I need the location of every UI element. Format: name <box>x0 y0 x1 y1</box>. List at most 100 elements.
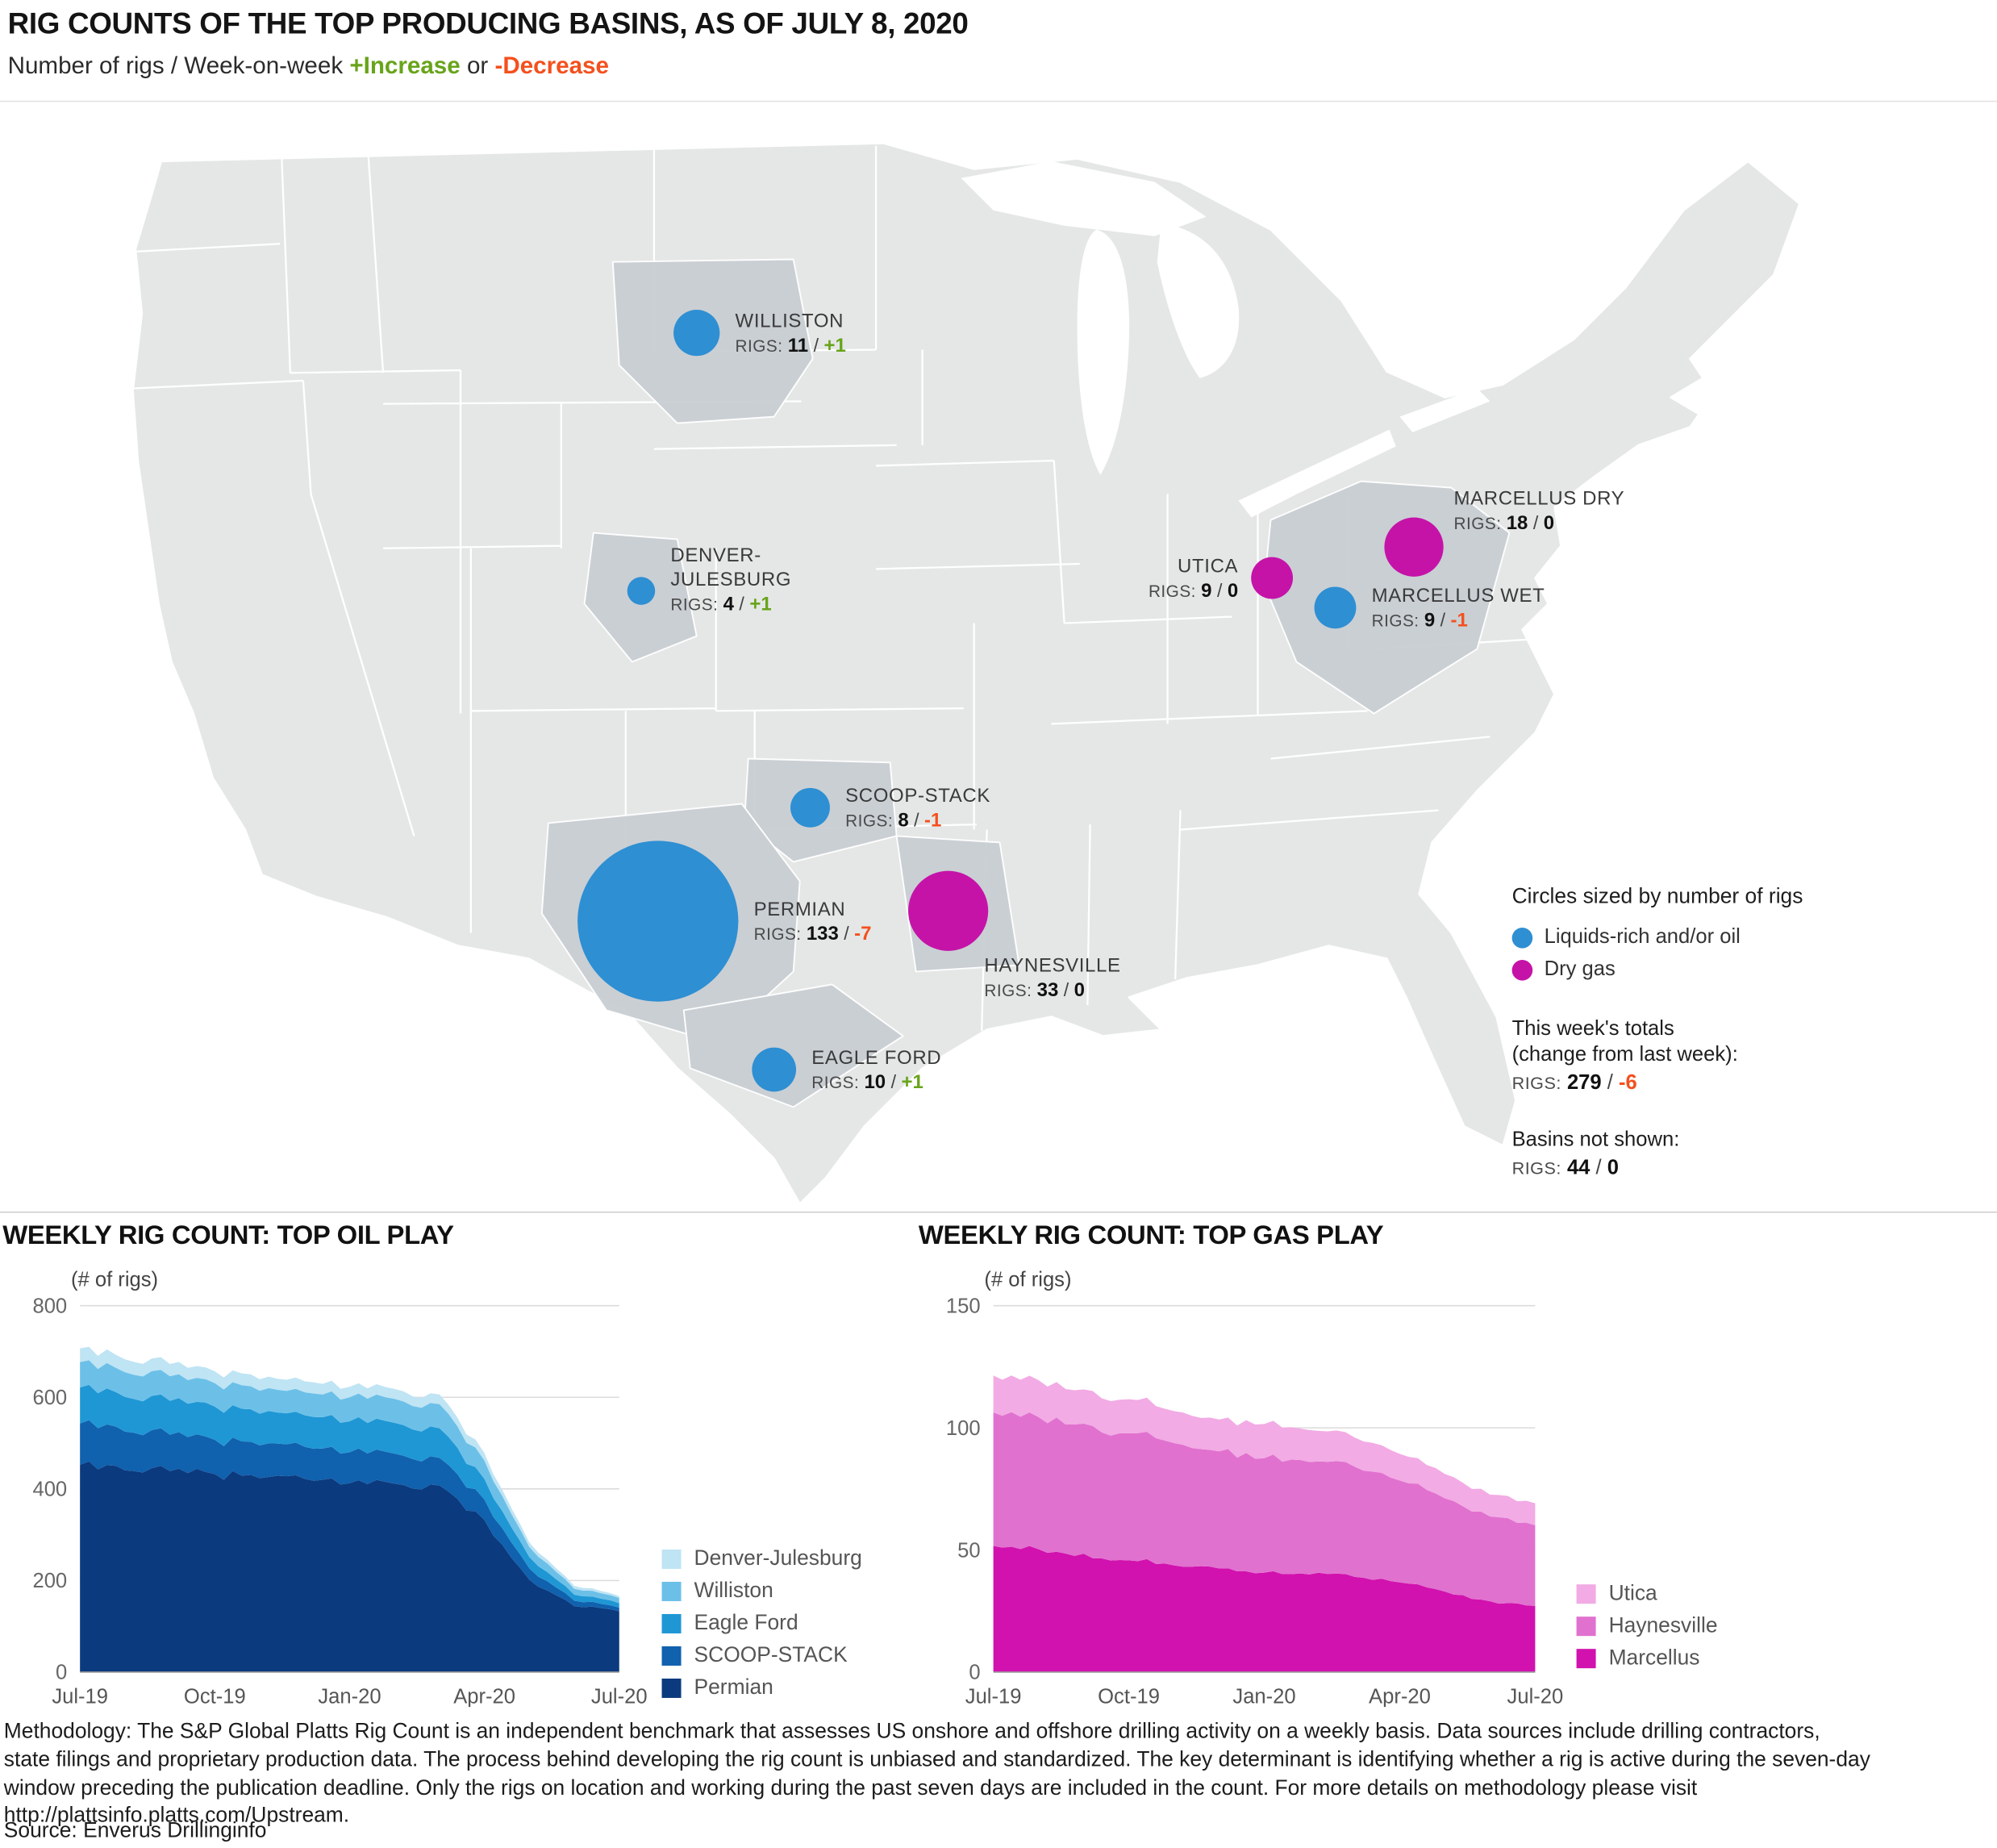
legend-item-oil: Liquids-rich and/or oil <box>1511 921 1951 953</box>
legend-item-utica: Utica <box>1576 1578 1822 1610</box>
basin-rigs-line: RIGS: 4 / +1 <box>670 594 771 615</box>
x-tick-label: Apr-20 <box>1369 1685 1431 1707</box>
basin-label-williston: WILLISTON RIGS: 11 / +1 <box>736 310 846 356</box>
totals-rigs-line: RIGS: 279 / -6 <box>1511 1072 1637 1095</box>
legend-item-eagle-ford: Eagle Ford <box>661 1608 907 1640</box>
y-tick-label: 150 <box>946 1295 981 1317</box>
gas-chart-title: WEEKLY RIG COUNT: TOP GAS PLAY <box>918 1220 1384 1250</box>
increase-label: +Increase <box>349 51 461 79</box>
basin-name: MARCELLUS WET <box>1372 585 1545 607</box>
x-tick-label: Apr-20 <box>453 1685 515 1707</box>
basin-rigs-line: RIGS: 11 / +1 <box>736 335 846 357</box>
basin-circle-permian <box>577 841 739 1002</box>
y-tick-label: 800 <box>32 1295 67 1317</box>
y-tick-label: 600 <box>32 1387 67 1409</box>
legend-item-gas-label: Dry gas <box>1544 957 1616 980</box>
x-tick-label: Jan-20 <box>1232 1685 1295 1707</box>
basin-circle-eagle-ford <box>752 1047 797 1092</box>
basin-name: HAYNESVILLE <box>984 954 1120 976</box>
basin-name: SCOOP-STACK <box>845 785 990 807</box>
basin-region <box>682 983 904 1108</box>
or-label: or <box>466 51 489 79</box>
area-marcellus <box>993 1546 1536 1672</box>
x-tick-label: Jul-20 <box>1507 1685 1564 1707</box>
basin-rigs-line: RIGS: 18 / 0 <box>1453 512 1554 534</box>
subtitle: Number of rigs / Week-on-week +Increase … <box>8 52 609 80</box>
legend-item-scoop-stack: SCOOP-STACK <box>661 1640 907 1672</box>
weekly-totals: This week's totals (change from last wee… <box>1512 1016 1951 1096</box>
y-tick-label: 0 <box>969 1662 980 1684</box>
area-haynesville <box>993 1412 1536 1606</box>
oil-chart-title: WEEKLY RIG COUNT: TOP OIL PLAY <box>2 1220 454 1250</box>
decrease-label: -Decrease <box>494 51 609 79</box>
basin-name: WILLISTON <box>736 310 844 332</box>
legend-label: Williston <box>694 1579 773 1603</box>
x-tick-label: Oct-19 <box>184 1685 246 1707</box>
legend-label: Permian <box>694 1675 773 1700</box>
area-permian <box>80 1461 619 1672</box>
rigs-label: RIGS: <box>1511 1158 1561 1178</box>
great-lakes <box>961 161 1490 518</box>
not-shown-change-value: 0 <box>1607 1157 1619 1179</box>
legend-item-haynesville: Haynesville <box>1576 1610 1822 1642</box>
basin-label-haynesville: HAYNESVILLE RIGS: 33 / 0 <box>984 954 1120 1000</box>
area-utica <box>993 1375 1536 1525</box>
x-tick-label: Jul-19 <box>965 1685 1022 1707</box>
not-shown-rigs-line: RIGS: 44 / 0 <box>1511 1157 1619 1179</box>
oil-chart: 0 200 400 600 800 Jul-19 Oct-19 Jan-20 Apr-20 Jul… <box>32 1295 647 1707</box>
area-denver-julesburg <box>80 1346 619 1598</box>
oil-chart-legend: Denver-Julesburg Williston Eagle Ford SCOOP… <box>661 1543 907 1704</box>
page-title: RIG COUNTS OF THE TOP PRODUCING BASINS, … <box>7 6 969 40</box>
basin-circle-scoop-stack <box>790 787 830 828</box>
basin-circle-marcellus-wet <box>1314 586 1357 629</box>
basin-circles <box>577 310 1444 1092</box>
basin-circle-utica <box>1251 557 1294 599</box>
gas-dot-icon <box>1511 959 1533 980</box>
y-tick-label: 100 <box>946 1417 981 1440</box>
lake-huron <box>1157 223 1240 378</box>
basin-name: MARCELLUS DRY <box>1453 488 1624 510</box>
basin-circle-haynesville <box>908 870 989 951</box>
legend-label: SCOOP-STACK <box>694 1643 848 1667</box>
basin-labels: WILLISTON RIGS: 11 / +1 DENVER- JULESBURG RI… <box>670 310 1624 1093</box>
legend-item-gas: Dry gas <box>1511 953 1951 986</box>
basin-name: PERMIAN <box>754 899 846 920</box>
legend-swatch-icon <box>661 1581 682 1601</box>
x-tick-label: Jul-19 <box>52 1685 108 1707</box>
gas-chart-yunits: (# of rigs) <box>984 1269 1072 1292</box>
legend-label: Marcellus <box>1608 1646 1700 1670</box>
basin-label-permian: PERMIAN RIGS: 133 / -7 <box>754 899 872 945</box>
us-map: WILLISTON RIGS: 11 / +1 DENVER- JULESBURG RI… <box>0 100 1997 1213</box>
legend-swatch-icon <box>661 1549 682 1569</box>
legend-item-marcellus: Marcellus <box>1576 1642 1822 1675</box>
basin-rigs-line: RIGS: 9 / -1 <box>1372 610 1468 632</box>
basin-rigs-line: RIGS: 10 / +1 <box>811 1071 923 1093</box>
lake-erie <box>1238 429 1396 518</box>
totals-line1: This week's totals <box>1511 1018 1674 1041</box>
basin-name: UTICA <box>1178 555 1238 577</box>
subtitle-prefix: Number of rigs / Week-on-week <box>7 51 344 79</box>
legend-swatch-icon <box>1576 1649 1596 1669</box>
gas-chart: 0 50 100 150 Jul-19 Oct-19 Jan-20 Apr-20 Jul-20 <box>946 1295 1564 1707</box>
totals-rigs-value: 279 <box>1566 1072 1602 1095</box>
legend-label: Eagle Ford <box>694 1611 798 1635</box>
map-legend-title: Circles sized by number of rigs <box>1511 885 1803 909</box>
basin-rigs-line: RIGS: 8 / -1 <box>845 809 941 831</box>
basin-circle-denver-julesburg <box>627 577 656 605</box>
map-legend: Circles sized by number of rigs Liquids-… <box>1511 885 1951 1182</box>
legend-label: Utica <box>1608 1581 1657 1605</box>
y-tick-label: 50 <box>957 1539 980 1562</box>
legend-label: Denver-Julesburg <box>694 1546 862 1571</box>
us-map-svg: WILLISTON RIGS: 11 / +1 DENVER- JULESBURG RI… <box>131 142 1801 1204</box>
basin-region <box>1263 480 1511 715</box>
methodology-text: Methodology: The S&P Global Platts Rig C… <box>3 1720 1870 1828</box>
basin-name: EAGLE FORD <box>811 1047 941 1069</box>
legend-item-williston: Williston <box>661 1575 907 1608</box>
area-eagle-ford <box>80 1384 619 1608</box>
legend-swatch-icon <box>661 1678 682 1698</box>
basin-name: DENVER- <box>670 544 761 566</box>
x-tick-label: Oct-19 <box>1098 1685 1160 1707</box>
basin-rigs-line: RIGS: 133 / -7 <box>754 923 872 945</box>
